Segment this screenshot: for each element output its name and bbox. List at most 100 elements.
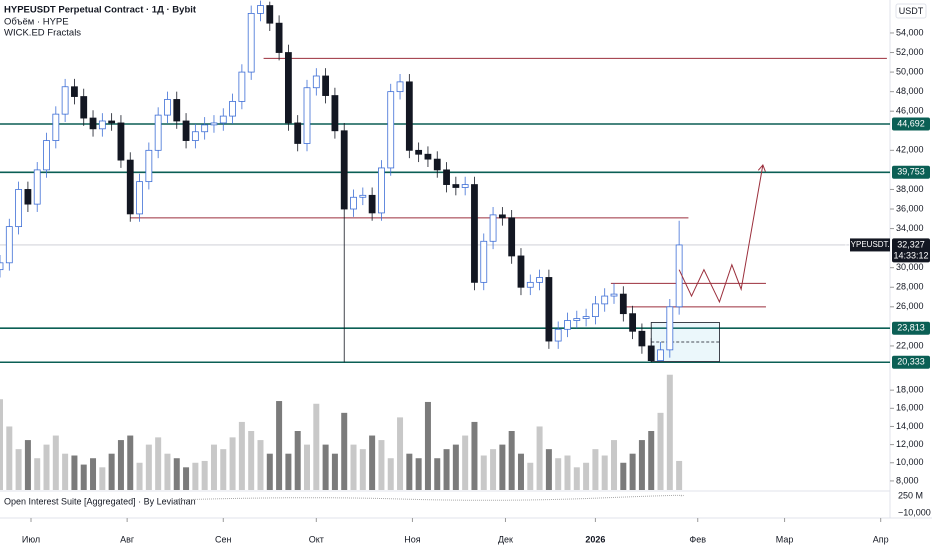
volume-bar: [136, 462, 143, 490]
volume-bar: [294, 431, 301, 490]
oi-line: [174, 494, 684, 501]
candle-body: [489, 214, 497, 242]
y-tick-label: 30,000: [896, 262, 924, 272]
candle-body: [191, 131, 199, 141]
candle-body: [275, 22, 283, 53]
volume-bar: [43, 444, 50, 490]
candle-body: [545, 277, 553, 342]
candle-body: [0, 262, 4, 271]
indicator-name: WICK.ED Fractals: [4, 28, 81, 39]
volume-bar: [62, 453, 69, 490]
symbol-label: HYPEUSDT.P: [845, 240, 895, 249]
volume-bar: [248, 431, 255, 490]
x-tick-label: Июл: [22, 534, 40, 544]
candle-body: [52, 113, 60, 141]
x-tick-label: Ноя: [404, 534, 421, 544]
volume-bar: [583, 462, 590, 490]
candle-body: [257, 5, 264, 14]
volume-bar: [127, 435, 134, 490]
y-tick-label: 50,000: [896, 66, 924, 76]
volume-bar: [397, 417, 404, 490]
volume-bar: [90, 458, 97, 490]
candle-body: [517, 255, 525, 288]
volume-bar: [415, 458, 422, 490]
y-tick-label: 18,000: [896, 385, 924, 395]
volume-bar: [555, 458, 562, 490]
y-tick-label: 16,000: [896, 403, 924, 413]
volume-bar: [611, 440, 618, 490]
volume-bar: [0, 399, 3, 490]
candle-body: [415, 149, 423, 155]
x-tick-label: Фев: [689, 534, 706, 544]
y-tick-label: 12,000: [896, 439, 924, 449]
volume-bar: [545, 449, 552, 490]
volume-bar: [359, 449, 366, 490]
volume-bar: [676, 460, 683, 490]
candle-body: [108, 120, 116, 124]
currency-box[interactable]: [895, 3, 927, 19]
candle-body: [33, 169, 41, 205]
candle-body: [331, 95, 339, 132]
candle-body: [526, 281, 534, 288]
candle-body: [340, 130, 348, 210]
volume-bar: [313, 403, 320, 490]
volume-bar: [285, 453, 292, 490]
volume-bar: [490, 449, 497, 490]
volume-bar: [638, 440, 645, 490]
candle-body: [61, 86, 69, 115]
candle-body: [536, 277, 543, 283]
candle-body: [433, 158, 441, 171]
candle-body: [508, 217, 516, 257]
volume-bar: [15, 449, 22, 490]
volume-bar: [304, 444, 311, 490]
y-tick-label: 22,000: [896, 340, 924, 350]
volume-bar: [536, 426, 543, 490]
volume-bar: [117, 440, 124, 490]
candle-body: [675, 244, 683, 308]
candle-body: [71, 86, 78, 97]
volume-bar: [350, 444, 357, 490]
y-tick-label: 34,000: [896, 223, 924, 233]
volume-bar: [201, 460, 208, 490]
level-label-box: [892, 117, 930, 131]
candle-body: [471, 184, 478, 283]
volume-bar: [145, 444, 152, 490]
candle-body: [229, 101, 236, 117]
candle-body: [601, 295, 609, 305]
y-tick-label: 14,000: [896, 421, 924, 431]
candle-body: [657, 349, 664, 362]
volume-bar: [173, 458, 180, 490]
oi-axis-label: −10,000: [898, 507, 931, 517]
volume-bar: [480, 455, 487, 490]
x-tick-label: Окт: [309, 534, 324, 544]
volume-bar: [424, 401, 431, 490]
currency: USDT: [899, 6, 924, 16]
y-tick-label: 36,000: [896, 203, 924, 213]
volume-bar: [657, 412, 664, 490]
volume-bar: [257, 440, 264, 490]
candle-body: [387, 91, 395, 169]
volume-bar: [573, 467, 580, 490]
y-tick-label: 10,000: [896, 457, 924, 467]
candle-body: [498, 214, 506, 219]
last-price-label: 32,327: [897, 239, 925, 249]
volume-bar: [210, 444, 217, 490]
candle-body: [284, 52, 292, 124]
candle-body: [238, 71, 246, 102]
volume-bar: [564, 455, 571, 490]
candle-body: [5, 226, 13, 264]
candle-body: [117, 122, 125, 161]
x-tick-label: Апр: [873, 534, 889, 544]
volume-bar: [266, 453, 273, 490]
candle-body: [638, 330, 646, 347]
candle-body: [247, 12, 255, 73]
candle-body: [164, 99, 171, 116]
candle-body: [145, 149, 153, 183]
volume-bar: [666, 374, 673, 490]
candle-body: [359, 194, 367, 198]
volume-bar: [34, 458, 41, 490]
y-tick-label: 52,000: [896, 47, 924, 57]
volume-bar: [387, 458, 394, 490]
candle-body: [201, 124, 209, 133]
